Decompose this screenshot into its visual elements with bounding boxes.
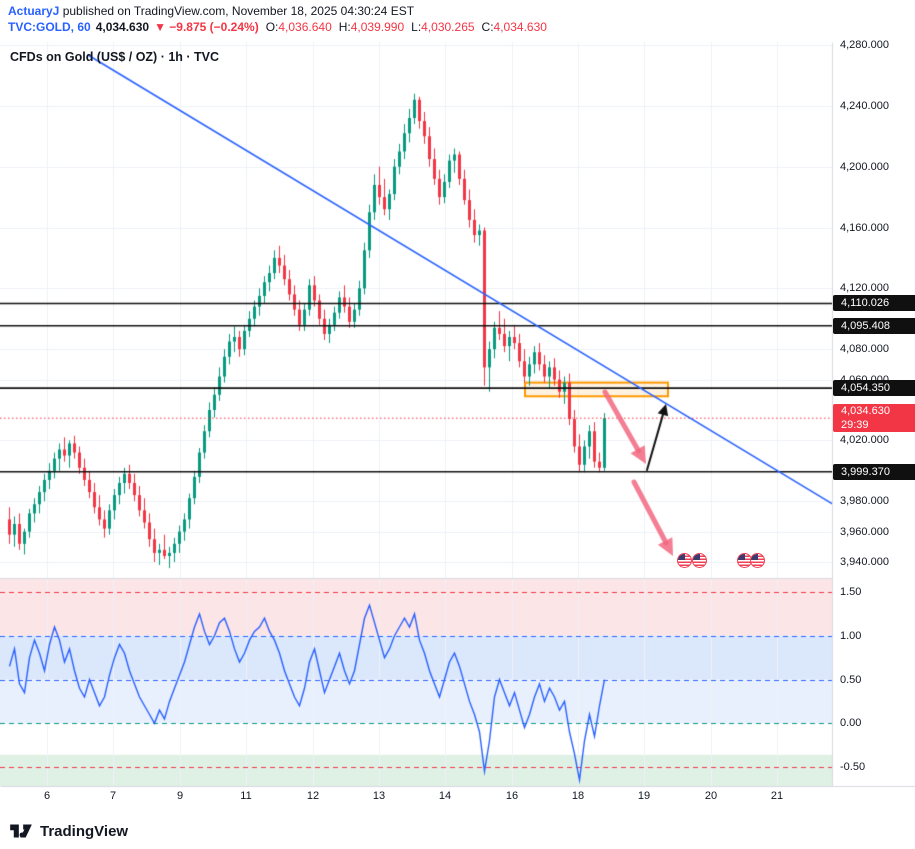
indicator-axis-label: 1.00 — [840, 629, 862, 642]
us-flag-icon[interactable] — [692, 553, 707, 568]
price-level-label: 4,095.408 — [833, 317, 915, 334]
time-axis[interactable]: 6 7 9 11 12 13 14 16 18 19 20 21 — [0, 788, 832, 808]
chart-legend[interactable]: CFDs on Gold (US$ / OZ) · 1h · TVC — [10, 50, 219, 64]
time-axis-label: 11 — [240, 790, 252, 802]
symbol-ohlc-header: TVC:GOLD, 60 4,034.630 ▼ −9.875 (−0.24%) O:… — [8, 20, 547, 34]
chart-title-suffix: · 1h · TVC — [157, 50, 220, 64]
time-axis-label: 7 — [109, 790, 117, 802]
current-price-value: 4,034.630 — [841, 405, 890, 418]
high-value: 4,039.990 — [350, 20, 405, 34]
symbol-name[interactable]: TVC:GOLD, 60 — [8, 20, 91, 34]
indicator-axis-label: 1.50 — [840, 586, 862, 598]
high-label: H: — [338, 20, 351, 34]
bar-countdown: 29:39 — [841, 419, 869, 432]
last-price: 4,034.630 — [95, 20, 150, 34]
publisher-link[interactable]: ActuaryJ — [8, 4, 60, 18]
time-axis-label: 9 — [176, 790, 184, 802]
tradingview-logo-icon — [10, 824, 32, 838]
chart-title-main: CFDs on Gold (US$ / OZ) — [10, 50, 158, 64]
current-price-label: 4,034.630 29:39 — [833, 404, 915, 433]
us-flag-icon[interactable] — [677, 553, 692, 568]
price-axis-label: 4,280.000 — [840, 39, 889, 52]
price-axis-label: 3,980.000 — [840, 495, 889, 508]
open-label: O: — [265, 20, 279, 34]
time-axis-label: 14 — [438, 790, 452, 802]
tradingview-logo-text: TradingView — [40, 822, 129, 840]
price-level-label: 3,999.370 — [833, 463, 915, 480]
open-value: 4,036.640 — [278, 20, 332, 34]
price-axis-label: 4,120.000 — [840, 282, 889, 295]
close-label: C: — [481, 20, 494, 34]
price-axis-label: 3,960.000 — [840, 525, 889, 538]
time-axis-label: 18 — [571, 790, 585, 802]
indicator-axis-label: 0.00 — [840, 717, 862, 730]
time-axis-label: 12 — [306, 790, 320, 802]
publish-text: published on TradingView.com, November 1… — [59, 4, 415, 18]
publish-line: ActuaryJ published on TradingView.com, N… — [8, 4, 414, 18]
indicator-axis-label: -0.50 — [840, 761, 866, 773]
time-axis-label: 13 — [372, 790, 386, 802]
time-axis-label: 6 — [43, 790, 51, 802]
price-level-label: 4,110.026 — [833, 295, 915, 312]
low-label: L: — [411, 20, 422, 34]
time-axis-label: 21 — [770, 790, 784, 802]
time-axis-label: 16 — [505, 790, 519, 802]
price-axis-label: 4,020.000 — [840, 434, 889, 447]
close-value: 4,034.630 — [493, 20, 547, 34]
price-axis-label: 4,080.000 — [840, 343, 889, 356]
price-level-label: 4,054.350 — [833, 380, 915, 397]
time-axis-label: 20 — [704, 790, 718, 802]
indicator-axis-label: 0.50 — [840, 673, 862, 686]
price-axis-label: 4,200.000 — [840, 160, 889, 173]
us-flag-icon[interactable] — [750, 553, 765, 568]
price-change: ▼ −9.875 (−0.24%) — [154, 20, 259, 34]
price-axis-label: 4,240.000 — [840, 99, 889, 112]
price-axis-label: 3,940.000 — [840, 556, 889, 569]
low-value: 4,030.265 — [421, 20, 475, 34]
price-axis-label: 4,160.000 — [840, 221, 889, 234]
tradingview-logo[interactable]: TradingView — [8, 818, 128, 844]
time-axis-label: 19 — [637, 790, 651, 802]
